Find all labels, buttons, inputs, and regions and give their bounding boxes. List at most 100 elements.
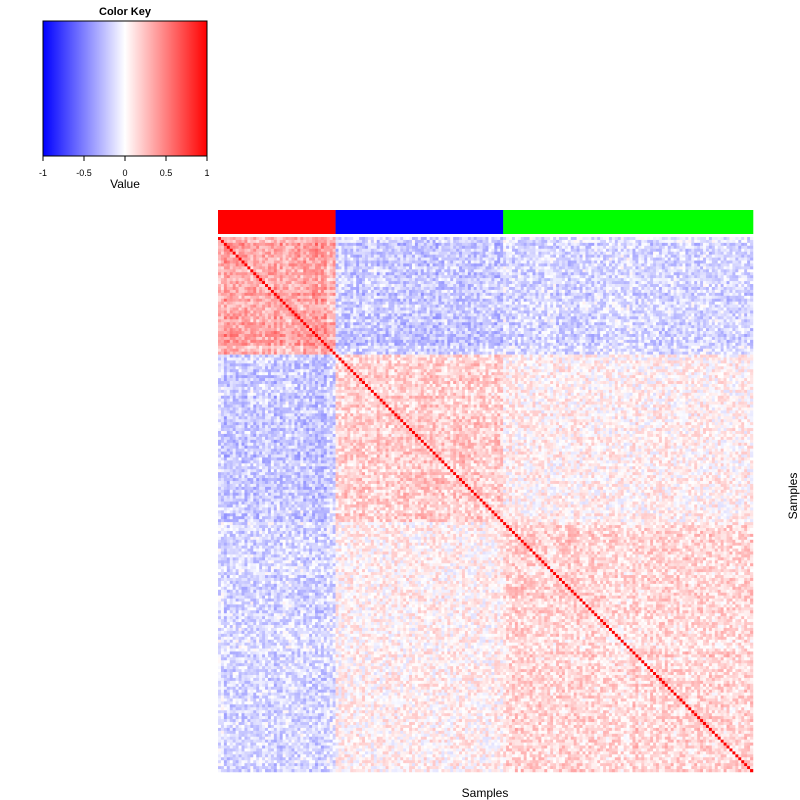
heatmap-cell: [318, 243, 321, 246]
heatmap-cell: [630, 240, 633, 243]
heatmap-cell: [712, 249, 715, 252]
heatmap-cell: [694, 237, 697, 240]
heatmap-cell: [718, 240, 721, 243]
heatmap-cell: [286, 255, 289, 258]
heatmap-cell: [568, 258, 571, 261]
heatmap-cell: [533, 249, 536, 252]
heatmap-cell: [512, 249, 515, 252]
heatmap-cell: [600, 255, 603, 258]
heatmap-cell: [344, 249, 347, 252]
heatmap-cell: [647, 258, 650, 261]
heatmap-cell: [583, 249, 586, 252]
heatmap-cell: [394, 237, 397, 240]
heatmap-cell: [339, 258, 342, 261]
heatmap-cell: [294, 252, 297, 255]
heatmap-cell: [477, 249, 480, 252]
heatmap-cell: [371, 255, 374, 258]
heatmap-cell: [653, 240, 656, 243]
heatmap-cell: [474, 249, 477, 252]
heatmap-cell: [662, 243, 665, 246]
heatmap-cell: [403, 243, 406, 246]
heatmap-cell: [650, 258, 653, 261]
heatmap-cell: [483, 246, 486, 249]
heatmap-cell: [697, 240, 700, 243]
heatmap-cell: [300, 252, 303, 255]
heatmap-cell: [218, 246, 221, 249]
heatmap-cell: [262, 240, 265, 243]
heatmap-cell: [724, 246, 727, 249]
heatmap-cell: [553, 258, 556, 261]
heatmap-cell: [627, 249, 630, 252]
heatmap-cell: [253, 249, 256, 252]
heatmap-cell: [577, 249, 580, 252]
heatmap-cell: [289, 263, 292, 266]
heatmap-cell: [368, 237, 371, 240]
heatmap-cell: [521, 252, 524, 255]
heatmap-cell: [559, 246, 562, 249]
heatmap-cell: [330, 255, 333, 258]
heatmap-cell: [344, 263, 347, 266]
heatmap-cell: [741, 252, 744, 255]
heatmap-cell: [750, 240, 753, 243]
heatmap-cell: [547, 249, 550, 252]
heatmap-cell: [256, 249, 259, 252]
heatmap-cell: [668, 261, 671, 264]
heatmap-cell: [562, 246, 565, 249]
heatmap-cell: [682, 240, 685, 243]
heatmap-cell: [638, 255, 641, 258]
heatmap-cell: [421, 243, 424, 246]
heatmap-cell: [224, 261, 227, 264]
heatmap-cell: [418, 240, 421, 243]
heatmap-cell: [574, 237, 577, 240]
heatmap-cell: [341, 255, 344, 258]
heatmap-cell: [247, 252, 250, 255]
heatmap-cell: [447, 240, 450, 243]
heatmap-cell: [471, 258, 474, 261]
heatmap-cell: [394, 252, 397, 255]
heatmap-cell: [224, 252, 227, 255]
heatmap-cell: [603, 261, 606, 264]
heatmap-cell: [491, 249, 494, 252]
heatmap-cell: [356, 258, 359, 261]
heatmap-cell: [680, 252, 683, 255]
heatmap-cell: [262, 261, 265, 264]
heatmap-cell: [330, 263, 333, 266]
heatmap-cell: [553, 243, 556, 246]
heatmap-cell: [300, 240, 303, 243]
heatmap-cell: [297, 261, 300, 264]
heatmap-cell: [406, 249, 409, 252]
heatmap-cell: [506, 258, 509, 261]
heatmap-cell: [680, 255, 683, 258]
heatmap-cell: [615, 252, 618, 255]
heatmap-cell: [535, 255, 538, 258]
heatmap-cell: [530, 246, 533, 249]
heatmap-cell: [427, 246, 430, 249]
heatmap-cell: [333, 263, 336, 266]
heatmap-cell: [297, 249, 300, 252]
heatmap-cell: [433, 249, 436, 252]
heatmap-cell: [591, 255, 594, 258]
heatmap-cell: [433, 258, 436, 261]
heatmap-cell: [424, 240, 427, 243]
heatmap-cell: [718, 237, 721, 240]
heatmap-cell: [315, 263, 318, 266]
heatmap-cell: [486, 261, 489, 264]
heatmap-cell: [297, 237, 300, 240]
heatmap-cell: [250, 258, 253, 261]
heatmap-cell: [674, 261, 677, 264]
heatmap-cell: [527, 249, 530, 252]
heatmap-cell: [227, 255, 230, 258]
heatmap-cell: [250, 240, 253, 243]
heatmap-cell: [300, 243, 303, 246]
heatmap-cell: [480, 261, 483, 264]
heatmap-cell: [615, 255, 618, 258]
heatmap-cell: [339, 263, 342, 266]
heatmap-cell: [541, 261, 544, 264]
heatmap-cell: [347, 243, 350, 246]
heatmap-cell: [397, 258, 400, 261]
heatmap-cell: [556, 240, 559, 243]
heatmap-cell: [438, 246, 441, 249]
heatmap-cell: [383, 243, 386, 246]
heatmap-cell: [712, 240, 715, 243]
heatmap-cell: [233, 240, 236, 243]
